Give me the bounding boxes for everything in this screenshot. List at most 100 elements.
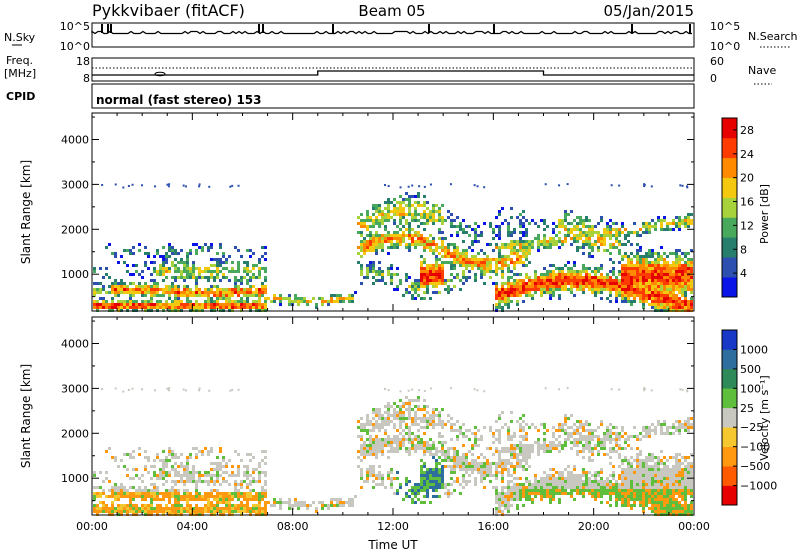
heatmap-cell [642,261,645,264]
heatmap-cell [135,288,138,291]
heatmap-cell [477,462,480,465]
heatmap-cell [603,435,606,438]
heatmap-cell [129,510,132,513]
heatmap-cell [414,207,417,210]
heatmap-cell [549,243,552,246]
heatmap-cell [402,213,405,216]
heatmap-cell [156,489,159,492]
heatmap-cell [99,282,102,285]
heatmap-cell [687,282,690,285]
heatmap-cell [576,237,579,240]
heatmap-cell [573,285,576,288]
heatmap-cell [459,279,462,282]
heatmap-cell [402,207,405,210]
heatmap-cell [543,279,546,282]
colorbar-tick-label: 28 [740,124,754,137]
heatmap-cell [117,507,120,510]
heatmap-cell [207,279,210,282]
heatmap-cell [429,474,432,477]
heatmap-cell [588,471,591,474]
heatmap-cell [426,279,429,282]
heatmap-cell [453,465,456,468]
heatmap-cell [573,474,576,477]
heatmap-cell [495,465,498,468]
heatmap-cell [177,495,180,498]
heatmap-cell [552,231,555,234]
heatmap-cell [141,504,144,507]
heatmap-cell [222,276,225,279]
heatmap-cell [135,285,138,288]
heatmap-cell [585,483,588,486]
heatmap-cell [369,444,372,447]
heatmap-cell [639,492,642,495]
heatmap-cell [420,282,423,285]
heatmap-cell [177,507,180,510]
heatmap-cell [621,486,624,489]
heatmap-cell [399,417,402,420]
heatmap-cell [624,438,627,441]
heatmap-cell [594,483,597,486]
heatmap-cell [621,426,624,429]
heatmap-cell [411,438,414,441]
heatmap-cell [183,279,186,282]
heatmap-cell [378,414,381,417]
heatmap-cell [159,288,162,291]
heatmap-cell [225,501,228,504]
heatmap-cell [459,483,462,486]
heatmap-cell [615,246,618,249]
heatmap-cell [519,231,522,234]
heatmap-cell [651,282,654,285]
heatmap-cell [675,222,678,225]
heatmap-cell [378,465,381,468]
heatmap-cell [348,294,351,297]
heatmap-cell [426,441,429,444]
heatmap-cell [426,207,429,210]
heatmap-cell [459,264,462,267]
heatmap-cell [182,184,185,187]
heatmap-cell [168,294,171,297]
heatmap-cell [222,498,225,501]
heatmap-cell [612,246,615,249]
heatmap-cell [309,300,312,303]
station-title: Pykkvibaer (fitACF) [92,1,245,20]
heatmap-cell [468,450,471,453]
heatmap-cell [552,240,555,243]
heatmap-cell [174,468,177,471]
heatmap-cell [597,480,600,483]
heatmap-cell [426,237,429,240]
heatmap-cell [225,462,228,465]
heatmap-cell [135,291,138,294]
heatmap-cell [654,279,657,282]
heatmap-cell [249,285,252,288]
heatmap-cell [627,480,630,483]
heatmap-cell [174,258,177,261]
heatmap-cell [498,297,501,300]
heatmap-cell [411,237,414,240]
heatmap-cell [138,492,141,495]
heatmap-cell [501,270,504,273]
heatmap-cell [93,306,96,309]
heatmap-cell [573,498,576,501]
heatmap-cell [279,507,282,510]
heatmap-cell [612,489,615,492]
heatmap-cell [474,237,477,240]
heatmap-cell [393,234,396,237]
heatmap-cell [522,504,525,507]
heatmap-cell [528,222,531,225]
heatmap-cell [279,294,282,297]
heatmap-cell [162,294,165,297]
heatmap-cell [252,477,255,480]
heatmap-cell [453,264,456,267]
heatmap-cell [528,246,531,249]
heatmap-cell [510,240,513,243]
y-tick-label: 3000 [61,178,89,191]
heatmap-cell [444,237,447,240]
heatmap-cell [672,276,675,279]
heatmap-cell [684,306,687,309]
heatmap-cell [675,252,678,255]
heatmap-cell [204,474,207,477]
heatmap-cell [576,420,579,423]
heatmap-cell [207,501,210,504]
heatmap-cell [468,258,471,261]
